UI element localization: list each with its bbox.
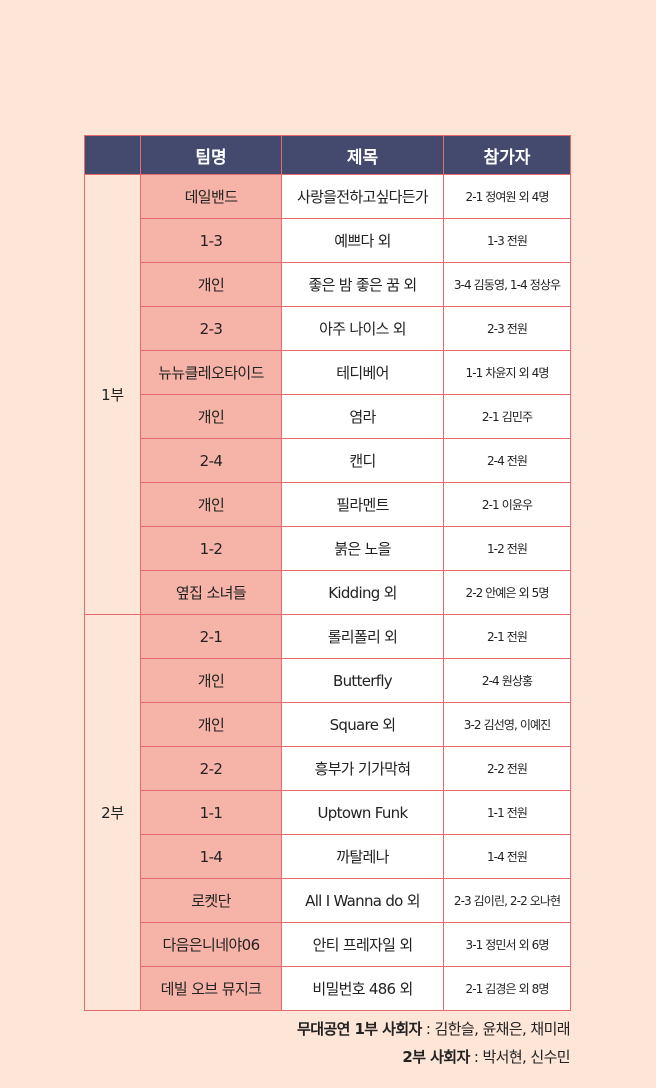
team-name-cell: 2-3 xyxy=(140,306,282,351)
team-name-cell: 뉴뉴클레오타이드 xyxy=(140,350,282,395)
header-corner xyxy=(84,135,141,175)
hosts-part1-label: 무대공연 1부 사회자 xyxy=(297,1020,422,1038)
table-row: 개인 좋은 밤 좋은 꿈 외 3-4 김동영, 1-4 정상우 xyxy=(85,262,571,307)
team-name-cell: 로켓단 xyxy=(140,878,282,923)
song-title-cell: 붉은 노을 xyxy=(281,526,444,571)
table-body: 1부 데일밴드 사랑을전하고싶다든가 2-1 정여원 외 4명 1-3 예쁘다 외 1-3 … xyxy=(84,174,571,1011)
song-title-cell: All I Wanna do 외 xyxy=(281,878,444,923)
song-title-cell: 캔디 xyxy=(281,438,444,483)
participants-cell: 3-1 정민서 외 6명 xyxy=(443,922,571,967)
header-row: 팀명 제목 참가자 xyxy=(84,135,571,175)
team-name-cell: 개인 xyxy=(140,702,282,747)
participants-cell: 1-2 전원 xyxy=(443,526,571,571)
team-name-cell: 1-4 xyxy=(140,834,282,879)
participants-cell: 1-1 전원 xyxy=(443,790,571,835)
table-row: 1-3 예쁘다 외 1-3 전원 xyxy=(85,218,571,263)
table-row: 개인 Butterfly 2-4 원상홍 xyxy=(85,658,571,703)
team-name-cell: 1-3 xyxy=(140,218,282,263)
participants-cell: 2-2 안예은 외 5명 xyxy=(443,570,571,615)
song-title-cell: 아주 나이스 외 xyxy=(281,306,444,351)
song-title-cell: Square 외 xyxy=(281,702,444,747)
song-title-cell: 좋은 밤 좋은 꿈 외 xyxy=(281,262,444,307)
hosts-part2: 2부 사회자 : 박서현, 신수민 xyxy=(402,1046,570,1067)
table-row: 개인 Square 외 3-2 김선영, 이예진 xyxy=(85,702,571,747)
table-row: 1부 데일밴드 사랑을전하고싶다든가 2-1 정여원 외 4명 xyxy=(84,174,571,615)
table-row: 2-3 아주 나이스 외 2-3 전원 xyxy=(85,306,571,351)
team-name-cell: 개인 xyxy=(140,262,282,307)
participants-cell: 2-1 김민주 xyxy=(443,394,571,439)
team-name-cell: 1-1 xyxy=(140,790,282,835)
participants-cell: 3-4 김동영, 1-4 정상우 xyxy=(443,262,571,307)
team-name-cell: 2-4 xyxy=(140,438,282,483)
schedule-table: 팀명 제목 참가자 1부 데일밴드 사랑을전하고싶다든가 2-1 정여원 외 4명 1-… xyxy=(84,135,571,1011)
table-row: 로켓단 All I Wanna do 외 2-3 김이린, 2-2 오나현 xyxy=(85,878,571,923)
table-row: 2부 2-1 롤리폴리 외 2-1 전원 xyxy=(84,614,571,1011)
participants-cell: 3-2 김선영, 이예진 xyxy=(443,702,571,747)
song-title-cell: 염라 xyxy=(281,394,444,439)
table-row: 2-4 캔디 2-4 전원 xyxy=(85,438,571,483)
team-name-cell: 1-2 xyxy=(140,526,282,571)
participants-cell: 2-4 원상홍 xyxy=(443,658,571,703)
participants-cell: 2-4 전원 xyxy=(443,438,571,483)
table-row: 데빌 오브 뮤지크 비밀번호 486 외 2-1 김경은 외 8명 xyxy=(85,966,571,1011)
song-title-cell: 까탈레나 xyxy=(281,834,444,879)
team-name-cell: 개인 xyxy=(140,658,282,703)
part-label: 2부 xyxy=(84,614,141,1011)
song-title-cell: Uptown Funk xyxy=(281,790,444,835)
team-name-cell: 2-1 xyxy=(140,614,282,659)
participants-cell: 1-1 차윤지 외 4명 xyxy=(443,350,571,395)
team-name-cell: 데빌 오브 뮤지크 xyxy=(140,966,282,1011)
team-name-cell: 다음은니네야06 xyxy=(140,922,282,967)
hosts-part1-names: : 김한슬, 윤채은, 채미래 xyxy=(421,1020,571,1038)
table-row: 뉴뉴클레오타이드 테디베어 1-1 차윤지 외 4명 xyxy=(85,350,571,395)
participants-cell: 2-2 전원 xyxy=(443,746,571,791)
hosts-part2-label: 2부 사회자 xyxy=(402,1048,470,1066)
table-row: 다음은니네야06 안티 프레자일 외 3-1 정민서 외 6명 xyxy=(85,922,571,967)
song-title-cell: 테디베어 xyxy=(281,350,444,395)
table-row: 1-4 까탈레나 1-4 전원 xyxy=(85,834,571,879)
header-team: 팀명 xyxy=(140,135,282,175)
song-title-cell: 사랑을전하고싶다든가 xyxy=(281,174,444,219)
hosts-part2-names: : 박서현, 신수민 xyxy=(469,1048,571,1066)
participants-cell: 1-4 전원 xyxy=(443,834,571,879)
song-title-cell: 롤리폴리 외 xyxy=(281,614,444,659)
participants-cell: 2-1 이윤우 xyxy=(443,482,571,527)
table-row: 개인 염라 2-1 김민주 xyxy=(85,394,571,439)
header-participants: 참가자 xyxy=(443,135,571,175)
table-row: 옆집 소녀들 Kidding 외 2-2 안예은 외 5명 xyxy=(85,570,571,615)
participants-cell: 2-3 전원 xyxy=(443,306,571,351)
song-title-cell: 예쁘다 외 xyxy=(281,218,444,263)
participants-cell: 2-3 김이린, 2-2 오나현 xyxy=(443,878,571,923)
song-title-cell: 흥부가 기가막혀 xyxy=(281,746,444,791)
team-name-cell: 옆집 소녀들 xyxy=(140,570,282,615)
song-title-cell: Kidding 외 xyxy=(281,570,444,615)
team-name-cell: 개인 xyxy=(140,482,282,527)
song-title-cell: 안티 프레자일 외 xyxy=(281,922,444,967)
participants-cell: 2-1 정여원 외 4명 xyxy=(443,174,571,219)
hosts-part1: 무대공연 1부 사회자 : 김한슬, 윤채은, 채미래 xyxy=(297,1018,571,1039)
team-name-cell: 개인 xyxy=(140,394,282,439)
song-title-cell: 필라멘트 xyxy=(281,482,444,527)
participants-cell: 2-1 전원 xyxy=(443,614,571,659)
header-title: 제목 xyxy=(281,135,444,175)
table-row: 2-2 흥부가 기가막혀 2-2 전원 xyxy=(85,746,571,791)
song-title-cell: 비밀번호 486 외 xyxy=(281,966,444,1011)
table-row: 개인 필라멘트 2-1 이윤우 xyxy=(85,482,571,527)
participants-cell: 2-1 김경은 외 8명 xyxy=(443,966,571,1011)
table-row: 1-2 붉은 노을 1-2 전원 xyxy=(85,526,571,571)
part-label: 1부 xyxy=(84,174,141,615)
team-name-cell: 2-2 xyxy=(140,746,282,791)
song-title-cell: Butterfly xyxy=(281,658,444,703)
participants-cell: 1-3 전원 xyxy=(443,218,571,263)
team-name-cell: 데일밴드 xyxy=(140,174,282,219)
table-row: 1-1 Uptown Funk 1-1 전원 xyxy=(85,790,571,835)
